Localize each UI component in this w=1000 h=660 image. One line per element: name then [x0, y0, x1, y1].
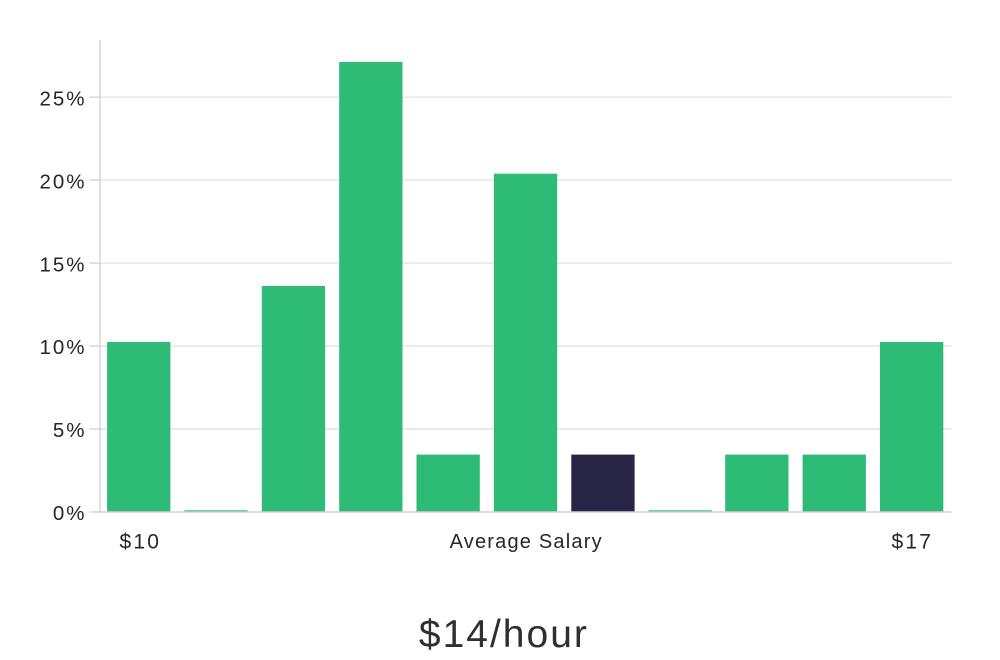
- svg-text:20%: 20%: [39, 170, 86, 193]
- svg-text:10%: 10%: [39, 336, 86, 359]
- svg-text:Average Salary: Average Salary: [450, 531, 603, 553]
- svg-text:25%: 25%: [39, 87, 86, 110]
- svg-text:15%: 15%: [39, 253, 86, 276]
- svg-text:5%: 5%: [53, 419, 87, 442]
- svg-text:$17: $17: [891, 531, 933, 554]
- svg-text:$10: $10: [119, 531, 161, 554]
- svg-text:0%: 0%: [53, 502, 87, 525]
- svg-text:$14/hour: $14/hour: [419, 613, 589, 656]
